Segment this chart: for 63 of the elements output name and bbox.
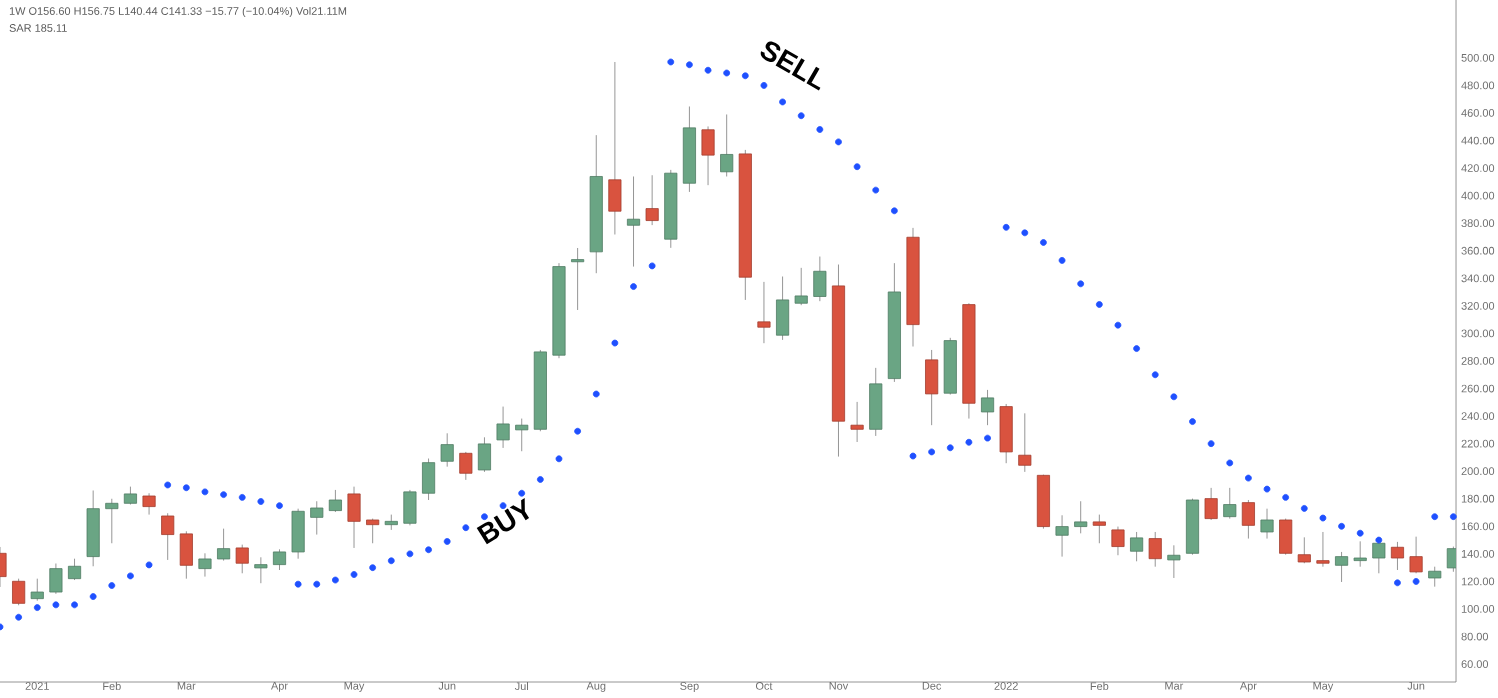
candlestick <box>645 174 659 226</box>
candlestick <box>366 518 380 544</box>
candlestick <box>757 281 771 344</box>
candlestick <box>1335 551 1349 583</box>
candlestick <box>1223 487 1237 520</box>
candlestick <box>161 512 175 561</box>
candlestick <box>459 451 473 481</box>
candlestick <box>310 500 324 536</box>
candlestick <box>1111 526 1125 556</box>
candlestick <box>1241 499 1255 540</box>
candlestick <box>496 406 510 449</box>
candlestick <box>217 528 231 562</box>
candlestick <box>1018 412 1032 473</box>
candlestick <box>980 389 995 426</box>
candlestick <box>925 349 939 426</box>
candlestick <box>198 552 212 578</box>
candlestick <box>1372 538 1386 574</box>
candlestick <box>477 436 491 473</box>
candlestick <box>49 563 63 595</box>
candlestick <box>626 175 641 268</box>
candlestick <box>1279 518 1293 556</box>
annotation: BUY <box>476 498 530 545</box>
candlestick <box>12 578 26 606</box>
candlestick <box>30 578 44 602</box>
candlestick <box>105 498 119 544</box>
candlestick <box>328 489 342 513</box>
candlestick <box>254 556 268 584</box>
candlestick <box>850 401 864 443</box>
candlestick <box>1167 544 1181 579</box>
candlestick <box>1428 566 1442 588</box>
candlestick <box>776 276 790 341</box>
candlestick <box>1409 536 1423 574</box>
candlestick <box>422 458 436 501</box>
candlestick <box>86 489 100 567</box>
candlestick <box>1297 536 1311 564</box>
candlestick <box>701 125 715 186</box>
candlestick <box>142 492 156 516</box>
candlestick <box>179 530 193 580</box>
candlestick <box>1260 508 1274 540</box>
candlestick <box>999 403 1013 464</box>
candlestick <box>515 418 529 452</box>
candlestick <box>720 113 734 177</box>
candlestick <box>1074 500 1088 534</box>
candlestick <box>1148 531 1162 568</box>
candlestick <box>608 61 622 235</box>
candlestick <box>1055 514 1069 558</box>
candlestick <box>1390 541 1405 571</box>
candlestick <box>1353 540 1367 568</box>
candlestick <box>440 432 454 468</box>
candlestick <box>403 489 417 526</box>
candlestick <box>794 267 808 306</box>
candlestick <box>235 544 249 574</box>
candlestick <box>347 486 361 549</box>
candlestick <box>272 548 287 571</box>
candlestick <box>1092 514 1106 544</box>
candlestick <box>571 247 585 311</box>
candlestick <box>291 508 305 560</box>
candlestick <box>1316 531 1330 568</box>
candlestick <box>1130 531 1144 562</box>
candlestick <box>1204 487 1218 521</box>
candlestick <box>67 558 82 581</box>
candlestick <box>813 256 827 302</box>
candlestick <box>869 367 883 437</box>
